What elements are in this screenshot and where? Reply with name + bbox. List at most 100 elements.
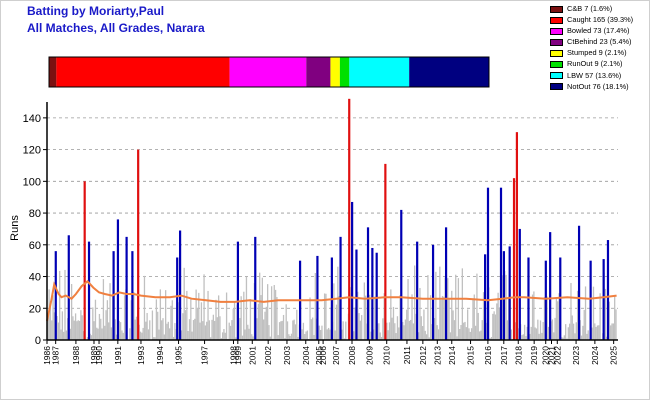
innings-bar [455, 274, 457, 340]
legend-swatch [550, 16, 563, 24]
innings-bar [239, 317, 241, 340]
innings-bar [118, 320, 120, 340]
innings-bar [257, 303, 260, 340]
innings-bar [361, 315, 363, 340]
innings-bar [280, 321, 282, 340]
innings-bar [543, 296, 546, 340]
innings-bar [214, 320, 216, 340]
innings-bar [73, 320, 75, 340]
innings-bar [115, 334, 118, 340]
innings-bar-highlight [486, 187, 490, 340]
innings-bar [276, 297, 278, 340]
innings-bar [572, 323, 575, 340]
innings-bar [256, 318, 258, 340]
x-tick-label: 2003 [282, 346, 292, 365]
innings-bar [172, 336, 175, 340]
x-tick-label: 1999 [233, 346, 243, 365]
dismissal-bar-border [48, 56, 490, 88]
innings-bar [326, 329, 328, 340]
innings-bar [321, 325, 323, 340]
innings-bar [558, 293, 560, 340]
innings-bar [155, 299, 158, 340]
innings-bar-highlight [54, 251, 57, 340]
innings-bar [419, 287, 421, 340]
innings-bar [582, 325, 584, 340]
innings-bar [178, 302, 180, 340]
innings-bar [78, 320, 81, 340]
innings-bar-highlight [67, 235, 70, 340]
innings-bar [468, 328, 470, 340]
legend-item-notout: NotOut 76 (18.1%) [548, 82, 648, 93]
innings-bar [410, 319, 412, 340]
innings-bar [141, 332, 143, 340]
innings-bar [241, 335, 244, 340]
legend-swatch [550, 49, 563, 57]
innings-bar-highlight [602, 259, 605, 340]
y-tick-label: 20 [29, 303, 41, 315]
innings-bar [611, 323, 613, 340]
innings-bar [353, 331, 355, 340]
innings-bar [135, 316, 138, 340]
innings-bar-highlight [518, 228, 521, 340]
innings-bar [147, 329, 150, 340]
innings-bar [186, 290, 188, 340]
innings-bar [469, 331, 471, 340]
innings-bar [154, 337, 156, 340]
innings-bar [386, 322, 388, 340]
x-tick-label: 1995 [174, 346, 184, 365]
innings-bar [106, 300, 109, 340]
innings-bar [288, 334, 290, 340]
innings-bar [207, 290, 209, 340]
innings-bar [461, 268, 464, 340]
innings-bar [167, 321, 169, 340]
innings-bar [363, 282, 365, 340]
innings-bar [162, 318, 164, 340]
innings-bar [467, 309, 469, 340]
innings-bar [97, 328, 99, 340]
innings-bar-highlight [176, 257, 179, 340]
dismissal-breakdown-bar [48, 56, 490, 88]
innings-bar [465, 327, 467, 340]
innings-bar [379, 332, 381, 340]
innings-bar [441, 296, 444, 340]
x-tick-label: 2008 [347, 346, 357, 365]
innings-bar [53, 312, 56, 340]
innings-bar [551, 319, 554, 340]
innings-bar [247, 324, 249, 340]
innings-bar [61, 311, 63, 340]
innings-bar [157, 311, 159, 340]
innings-bar [59, 270, 61, 340]
innings-bar [571, 315, 573, 340]
innings-bar-highlight [254, 236, 257, 340]
innings-bar [473, 294, 475, 340]
innings-bar [335, 304, 338, 340]
innings-bar [142, 327, 144, 340]
innings-bar [49, 300, 52, 340]
innings-bar-highlight [178, 230, 182, 340]
innings-bar [200, 302, 203, 340]
innings-bar [56, 315, 58, 340]
innings-bar [474, 325, 477, 340]
innings-bar [562, 337, 564, 340]
innings-bar [219, 316, 221, 340]
innings-bar [278, 322, 281, 340]
x-tick-label: 2015 [466, 346, 476, 365]
innings-bar [305, 331, 307, 340]
innings-bar [359, 320, 362, 340]
x-tick-label: 1988 [71, 346, 81, 365]
innings-bar [82, 331, 85, 340]
innings-bar [119, 322, 122, 340]
innings-bar [453, 320, 456, 340]
innings-bar [229, 325, 232, 340]
innings-bar [47, 313, 49, 340]
x-tick-label: 2009 [364, 346, 374, 365]
innings-bar [394, 323, 396, 340]
innings-bar [428, 337, 430, 340]
innings-bar [80, 310, 82, 340]
x-tick-label: 1997 [200, 346, 210, 365]
innings-bar-highlight [515, 132, 519, 340]
innings-bar [183, 267, 185, 340]
innings-bar [69, 328, 71, 340]
innings-bar [216, 317, 218, 340]
